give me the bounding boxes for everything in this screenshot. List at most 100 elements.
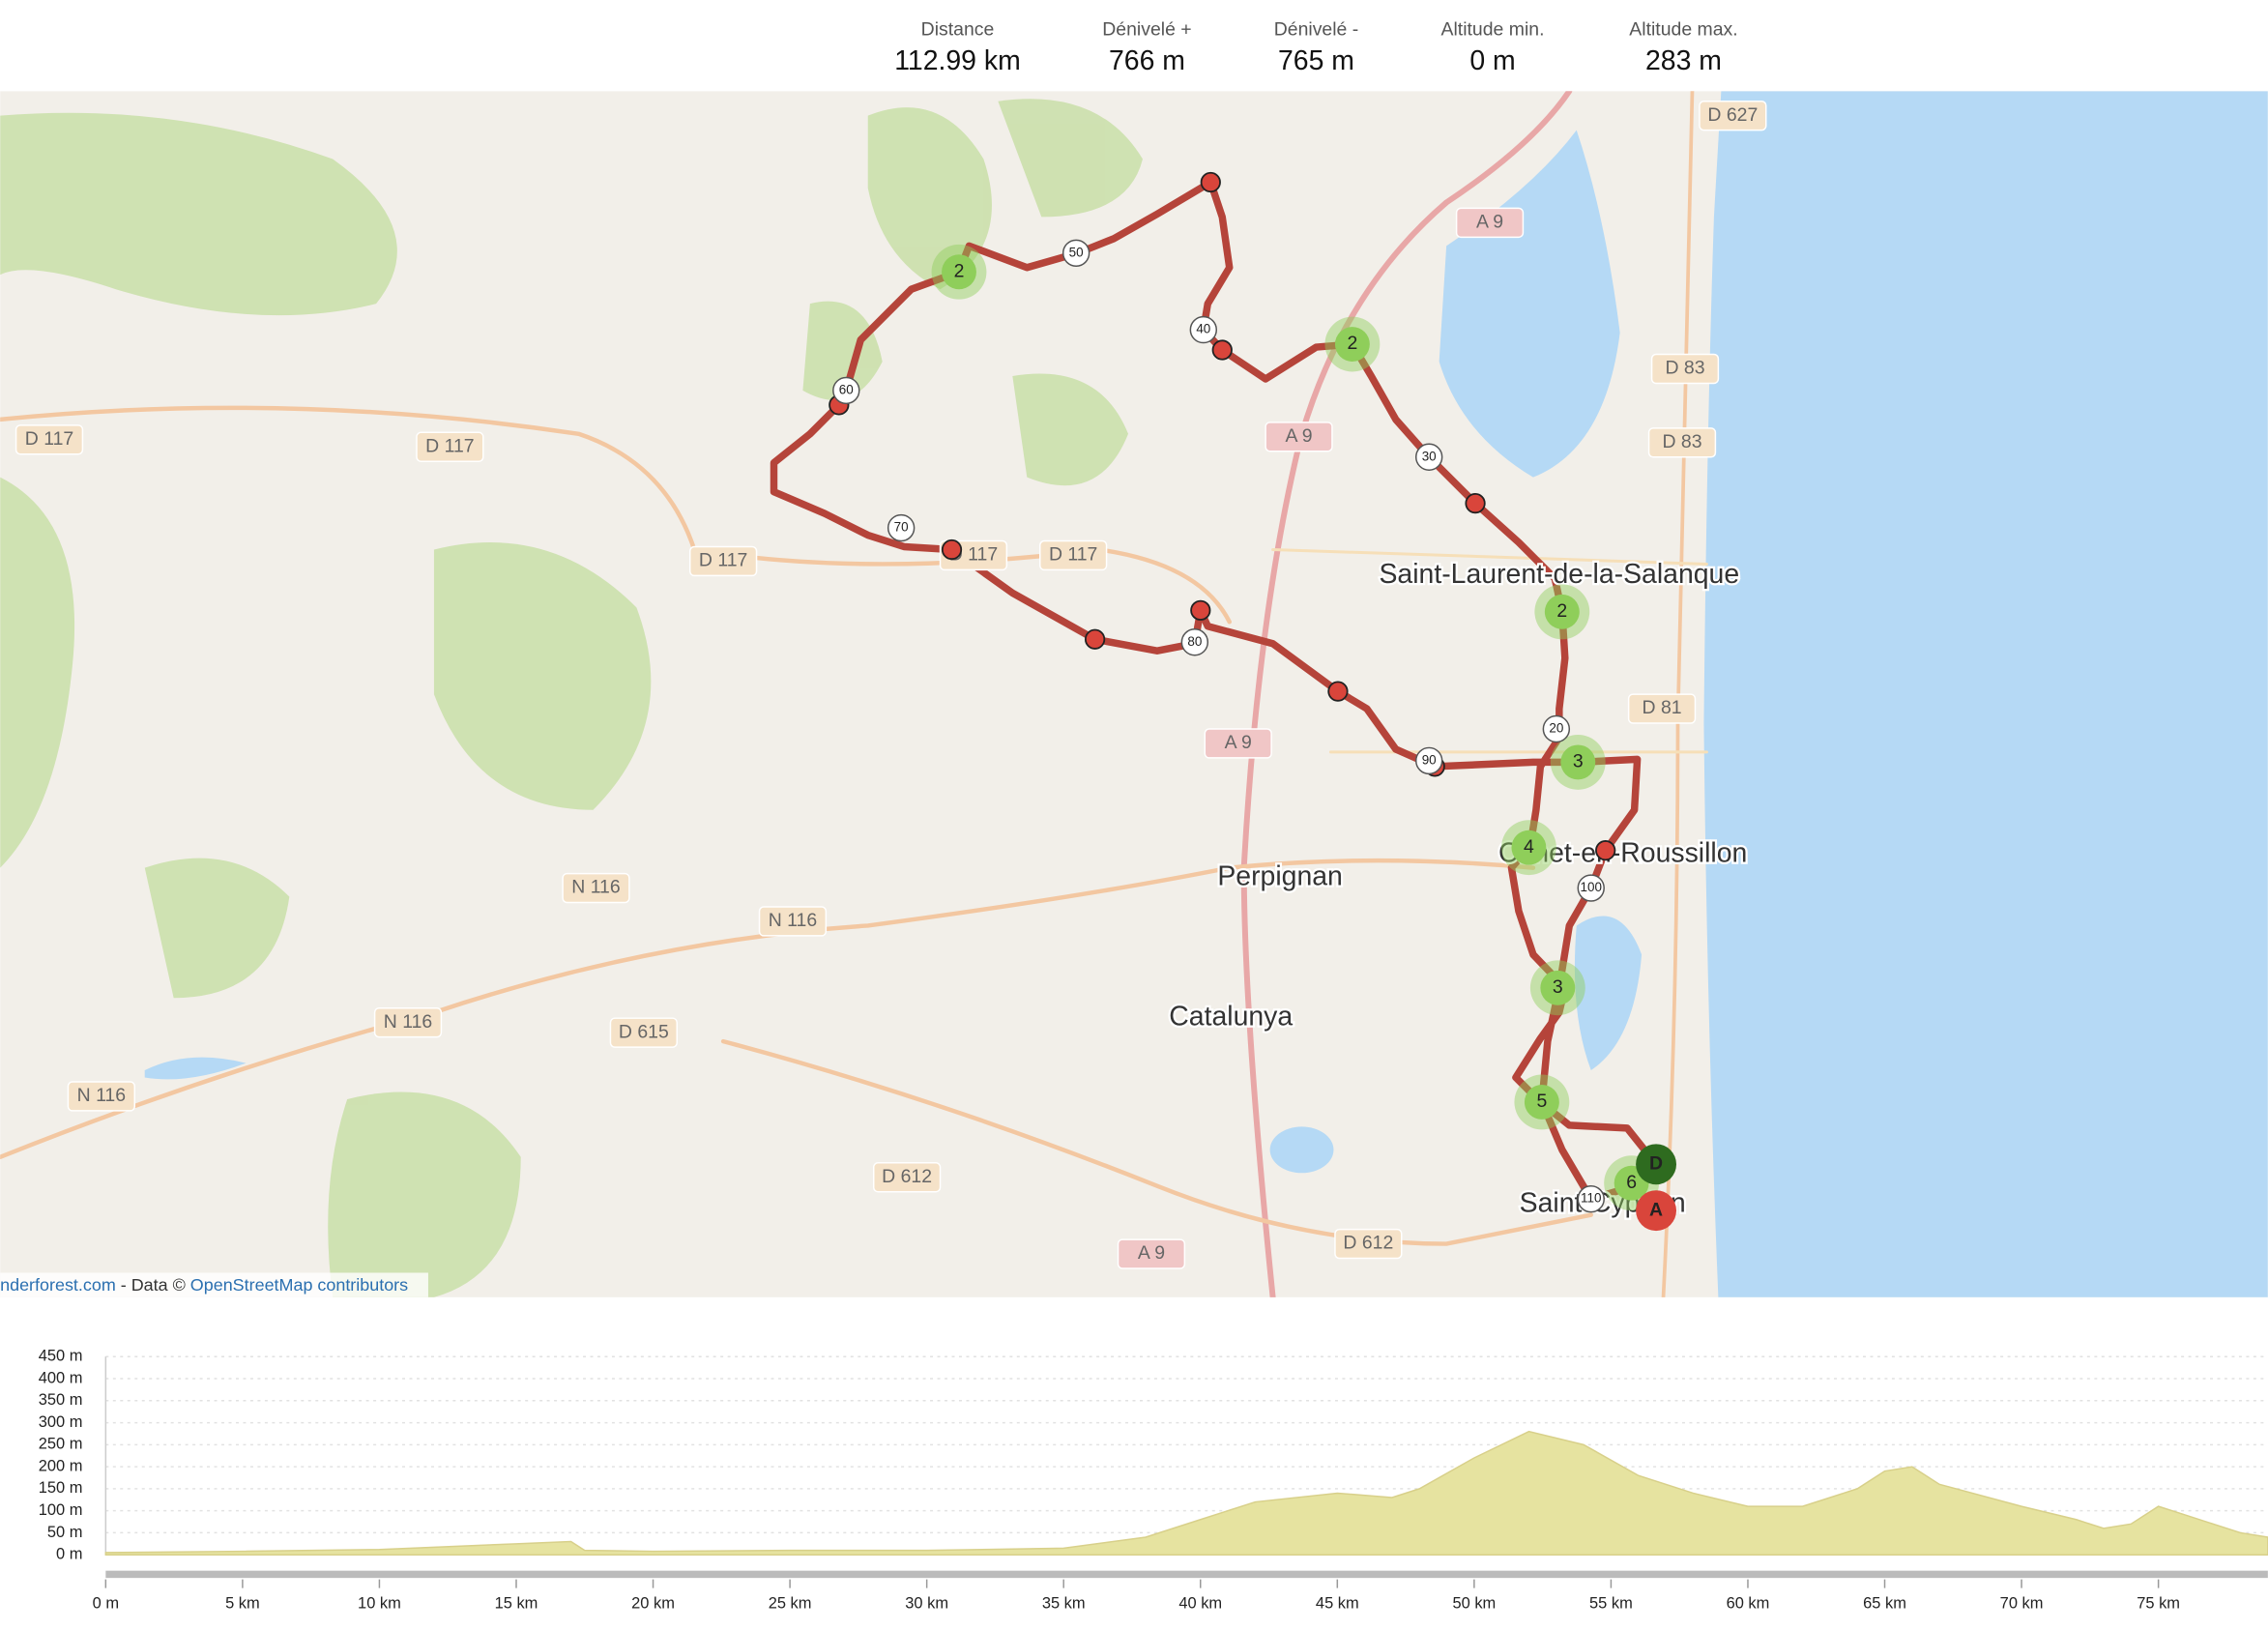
x-tick-label: 20 km: [631, 1594, 675, 1612]
y-tick-label: 0 m: [56, 1546, 82, 1563]
stats-header: Distance 112.99 km Dénivelé + 766 m Dénivelé…: [894, 19, 1737, 76]
road-shield: [373, 1006, 443, 1038]
km-label: 90: [1422, 752, 1437, 767]
place-label: Saint-Laurent-de-la-Salanque: [1379, 559, 1739, 590]
cluster[interactable]: [1540, 970, 1576, 1005]
cluster-count: 5: [1536, 1091, 1547, 1112]
x-tick-label: 35 km: [1042, 1594, 1086, 1612]
cluster[interactable]: [1524, 1085, 1559, 1120]
km-marker: [1542, 714, 1571, 743]
cluster[interactable]: [1511, 830, 1547, 865]
y-tick-label: 100 m: [39, 1501, 83, 1519]
cluster[interactable]: [1334, 327, 1370, 363]
waypoint[interactable]: [1595, 840, 1616, 861]
cluster[interactable]: [1560, 744, 1596, 780]
road-shield: [1265, 422, 1333, 452]
x-tick-label: 55 km: [1589, 1594, 1633, 1612]
km-marker: [1189, 315, 1218, 344]
km-label: 20: [1549, 721, 1563, 736]
y-tick-label: 150 m: [39, 1479, 83, 1497]
x-tick-label: 65 km: [1863, 1594, 1906, 1612]
road-label: A 9: [1225, 732, 1252, 753]
road-shield: [609, 1017, 679, 1048]
road-shield: [1627, 693, 1697, 724]
km-label: 80: [1187, 634, 1202, 649]
road-label: D 81: [1643, 697, 1682, 718]
road-shield: [562, 872, 630, 904]
road-label: A 9: [1285, 425, 1312, 447]
map-labels: D 627 A 9 D 83 D 83 D 117 D 117 D 117 D 117 D 11…: [15, 100, 1767, 1269]
road-label: A 9: [1138, 1242, 1165, 1264]
x-tick-label: 30 km: [905, 1594, 948, 1612]
road-label: D 117: [425, 435, 474, 456]
attribution-site[interactable]: nderforest.com: [0, 1275, 116, 1295]
map[interactable]: D 627 A 9 D 83 D 83 D 117 D 117 D 117 D 117 D 11…: [0, 91, 2268, 1297]
y-tick-label: 50 m: [47, 1524, 83, 1541]
attribution-link[interactable]: OpenStreetMap contributors: [190, 1275, 408, 1295]
x-tick-label: 10 km: [358, 1594, 401, 1612]
start-label: D: [1649, 1152, 1663, 1174]
waypoint[interactable]: [1200, 171, 1221, 193]
road-label: D 627: [1707, 104, 1758, 126]
cluster-count: 4: [1524, 836, 1534, 858]
x-tick-label: 60 km: [1727, 1594, 1770, 1612]
km-marker: [887, 513, 916, 542]
scrollbar[interactable]: [105, 1570, 2268, 1579]
end-marker[interactable]: [1636, 1190, 1677, 1232]
km-label: 70: [894, 520, 909, 535]
stat-label: Altitude min.: [1441, 19, 1545, 41]
km-marker: [1414, 746, 1443, 775]
road-shield: [1039, 539, 1108, 571]
road-label: D 612: [882, 1166, 932, 1187]
stat-value: 283 m: [1645, 45, 1722, 76]
road-shield: [1699, 100, 1767, 131]
road-shield: [416, 431, 484, 462]
km-marker: [1577, 874, 1605, 902]
cluster-count: 3: [1573, 751, 1584, 772]
waypoint[interactable]: [1211, 339, 1233, 361]
km-label: 110: [1581, 1191, 1601, 1206]
road-label: D 117: [699, 550, 747, 571]
km-marker: [1414, 443, 1443, 471]
km-marker: [832, 376, 860, 405]
y-tick-label: 450 m: [39, 1348, 83, 1365]
km-marker: [1180, 628, 1209, 656]
stat-label: Dénivelé +: [1102, 19, 1191, 41]
road-shield: [1117, 1238, 1186, 1269]
road-shield: [1455, 207, 1525, 239]
x-tick-label: 25 km: [769, 1594, 812, 1612]
water: [144, 91, 2268, 1297]
y-tick-label: 200 m: [39, 1457, 83, 1474]
km-label: 50: [1069, 245, 1084, 259]
waypoint[interactable]: [1190, 599, 1211, 621]
x-tick-label: 0 m: [93, 1594, 119, 1612]
cluster[interactable]: [1544, 594, 1580, 629]
place-label: Catalunya: [1169, 1002, 1293, 1033]
road-shield: [1204, 728, 1272, 759]
road-shield: [15, 424, 84, 455]
y-tick-label: 400 m: [39, 1369, 83, 1386]
x-tick-label: 5 km: [225, 1594, 260, 1612]
road-label: D 117: [25, 428, 73, 450]
waypoint[interactable]: [1327, 681, 1349, 702]
stat-value: 765 m: [1278, 45, 1354, 76]
waypoint[interactable]: [1465, 492, 1486, 514]
road-label: N 116: [77, 1085, 126, 1106]
x-tick-label: 15 km: [495, 1594, 538, 1612]
y-tick-label: 300 m: [39, 1413, 83, 1431]
cluster[interactable]: [942, 254, 976, 290]
stat-value: 0 m: [1469, 45, 1515, 76]
waypoint[interactable]: [1084, 628, 1106, 650]
end-label: A: [1649, 1199, 1663, 1220]
x-tick-label: 45 km: [1316, 1594, 1359, 1612]
attribution-text: - Data ©: [116, 1275, 190, 1295]
stat-value: 766 m: [1109, 45, 1185, 76]
road-shield: [1334, 1228, 1403, 1260]
cluster-count: 2: [1556, 600, 1567, 622]
waypoint[interactable]: [941, 538, 963, 561]
x-tick-label: 40 km: [1178, 1594, 1222, 1612]
elevation-area: [104, 1430, 2268, 1556]
start-marker[interactable]: [1636, 1144, 1677, 1185]
road-label: D 612: [1343, 1233, 1393, 1254]
road-label: D 83: [1665, 358, 1704, 379]
